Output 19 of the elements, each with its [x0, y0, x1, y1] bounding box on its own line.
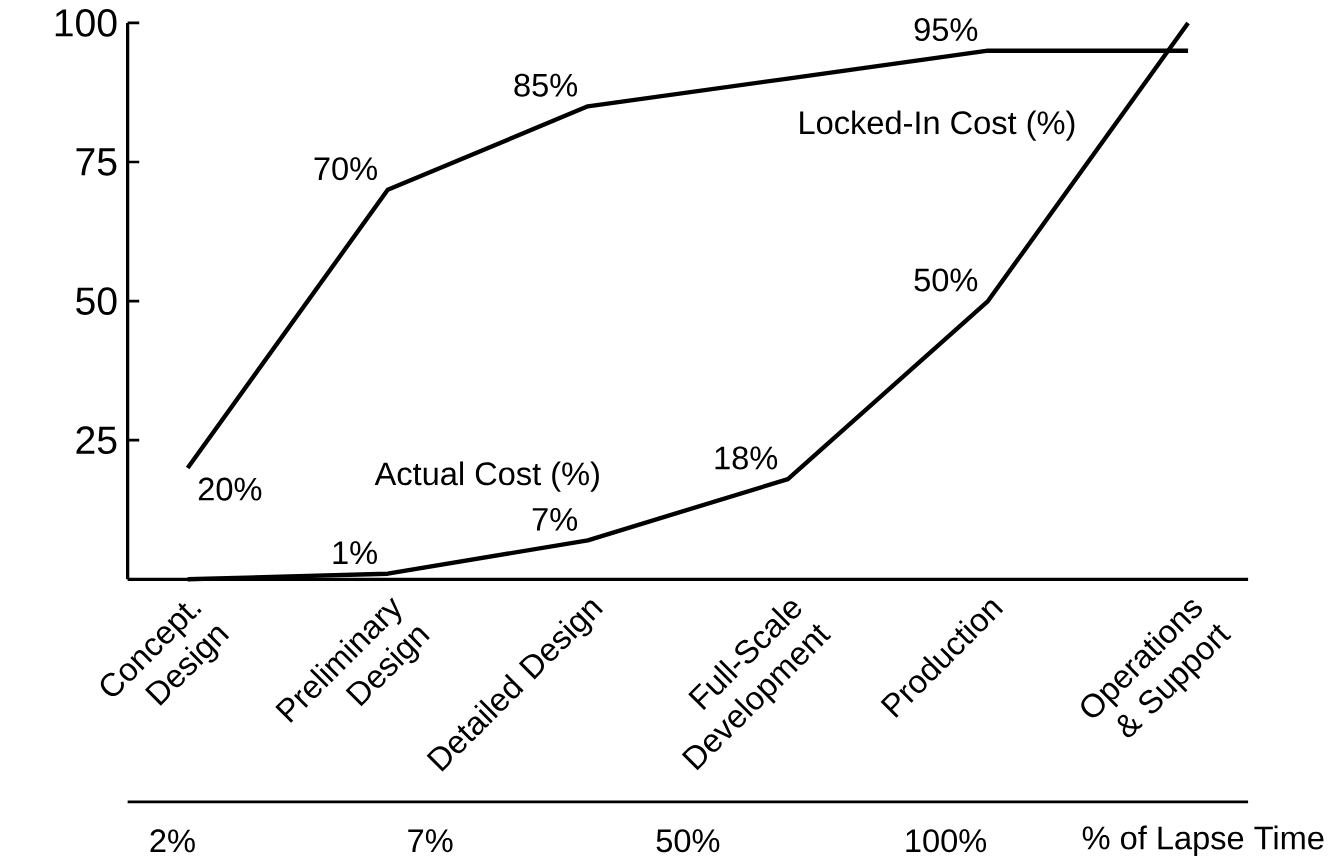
- text: 2%: [150, 829, 195, 853]
- text: % of Lapse Time: [1082, 825, 1324, 856]
- y-tick-label: 50: [76, 287, 117, 315]
- data-label: 70%: [314, 157, 377, 181]
- data-label: 50%: [914, 268, 978, 292]
- series-label: Locked-In Cost (%): [800, 110, 1075, 141]
- text: 7%: [408, 829, 453, 853]
- data-label: 1%: [333, 541, 377, 565]
- data-label: 20%: [198, 477, 262, 501]
- series-label: Actual Cost (%): [374, 461, 599, 492]
- text: 50%: [656, 829, 720, 853]
- data-label: 7%: [532, 507, 578, 531]
- data-label: 18%: [715, 446, 778, 470]
- data-label: 85%: [514, 73, 578, 97]
- text: 100%: [906, 829, 987, 853]
- y-tick-label: 75: [76, 148, 117, 176]
- y-tick-label: 100: [55, 9, 117, 37]
- data-label: 95%: [914, 18, 978, 42]
- y-tick-label: 25: [76, 426, 117, 455]
